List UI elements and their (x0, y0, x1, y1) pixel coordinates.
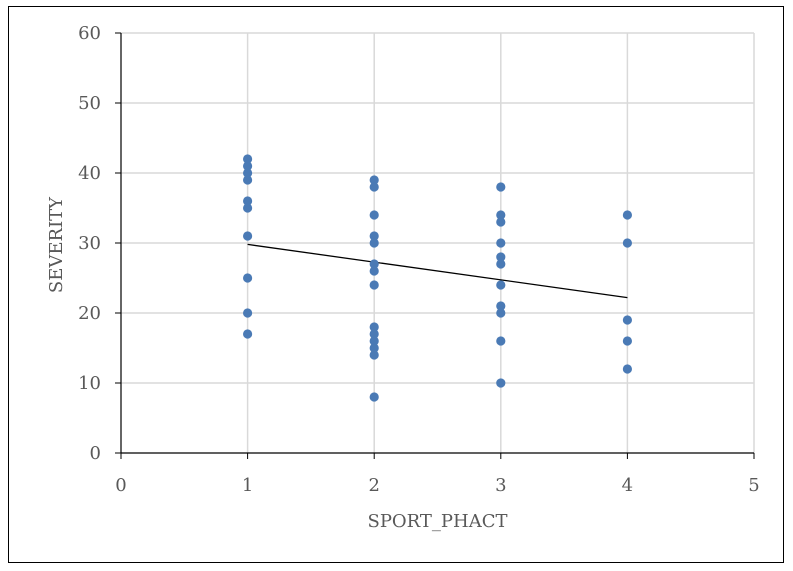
data-point-0-33 (496, 336, 506, 346)
x-tick-label-5: 5 (748, 475, 759, 496)
data-point-0-35 (622, 210, 633, 220)
x-tick-label-4: 4 (622, 475, 633, 496)
y-tick-label-0: 0 (90, 443, 101, 464)
data-point-0-11 (369, 182, 379, 192)
data-point-0-27 (496, 238, 506, 248)
trendline (247, 243, 628, 299)
data-point-0-23 (369, 392, 379, 402)
data-point-0-37 (622, 315, 633, 325)
y-tick-label-1: 10 (78, 373, 101, 394)
data-point-0-10 (369, 175, 379, 185)
data-point-0-3 (243, 175, 253, 185)
x-tick-label-0: 0 (115, 475, 126, 496)
data-point-0-5 (243, 203, 253, 213)
data-point-0-21 (369, 343, 379, 353)
data-point-0-14 (369, 238, 379, 248)
data-point-0-7 (243, 273, 253, 283)
x-tick-label-1: 1 (242, 475, 253, 496)
data-point-0-18 (369, 322, 379, 332)
data-point-0-20 (369, 336, 379, 346)
data-point-0-1 (243, 161, 253, 171)
data-point-0-17 (369, 280, 379, 290)
y-axis-title: SEVERITY (46, 196, 67, 293)
data-point-0-30 (496, 280, 506, 290)
data-point-0-12 (369, 210, 379, 220)
axes (115, 32, 755, 459)
data-point-0-9 (243, 329, 253, 339)
x-tick-label-3: 3 (495, 475, 506, 496)
data-point-0-25 (496, 210, 506, 220)
data-point-0-4 (243, 196, 253, 206)
data-point-0-28 (496, 252, 506, 262)
data-point-0-38 (622, 336, 633, 346)
data-point-0-24 (496, 182, 506, 192)
data-point-0-22 (369, 350, 379, 360)
y-tick-label-5: 50 (78, 93, 101, 114)
data-points (243, 154, 633, 402)
data-point-0-36 (622, 238, 633, 248)
data-point-0-26 (496, 217, 506, 227)
x-axis-title: SPORT_PHACT (367, 511, 507, 532)
data-point-0-0 (243, 154, 253, 164)
y-tick-label-3: 30 (78, 233, 101, 254)
data-point-0-2 (243, 168, 253, 178)
data-point-0-29 (496, 259, 506, 269)
data-point-0-32 (496, 308, 506, 318)
data-point-0-34 (496, 378, 506, 388)
tick-labels: 0 10 20 30 40 50 60 0 1 2 3 4 5 (78, 23, 760, 496)
data-point-0-15 (369, 259, 379, 269)
data-point-0-19 (369, 329, 379, 339)
y-tick-label-4: 40 (78, 163, 101, 184)
data-point-0-8 (243, 308, 253, 318)
data-point-0-31 (496, 301, 506, 311)
data-point-0-6 (243, 231, 253, 241)
chart-frame (8, 6, 784, 563)
x-tick-label-2: 2 (368, 475, 379, 496)
data-point-0-13 (369, 231, 379, 241)
y-tick-label-6: 60 (78, 23, 101, 44)
data-point-0-39 (622, 364, 633, 374)
y-tick-label-2: 20 (78, 303, 101, 324)
trendline-layer (247, 243, 628, 299)
data-point-0-16 (369, 266, 379, 276)
grid-lines (121, 32, 755, 453)
